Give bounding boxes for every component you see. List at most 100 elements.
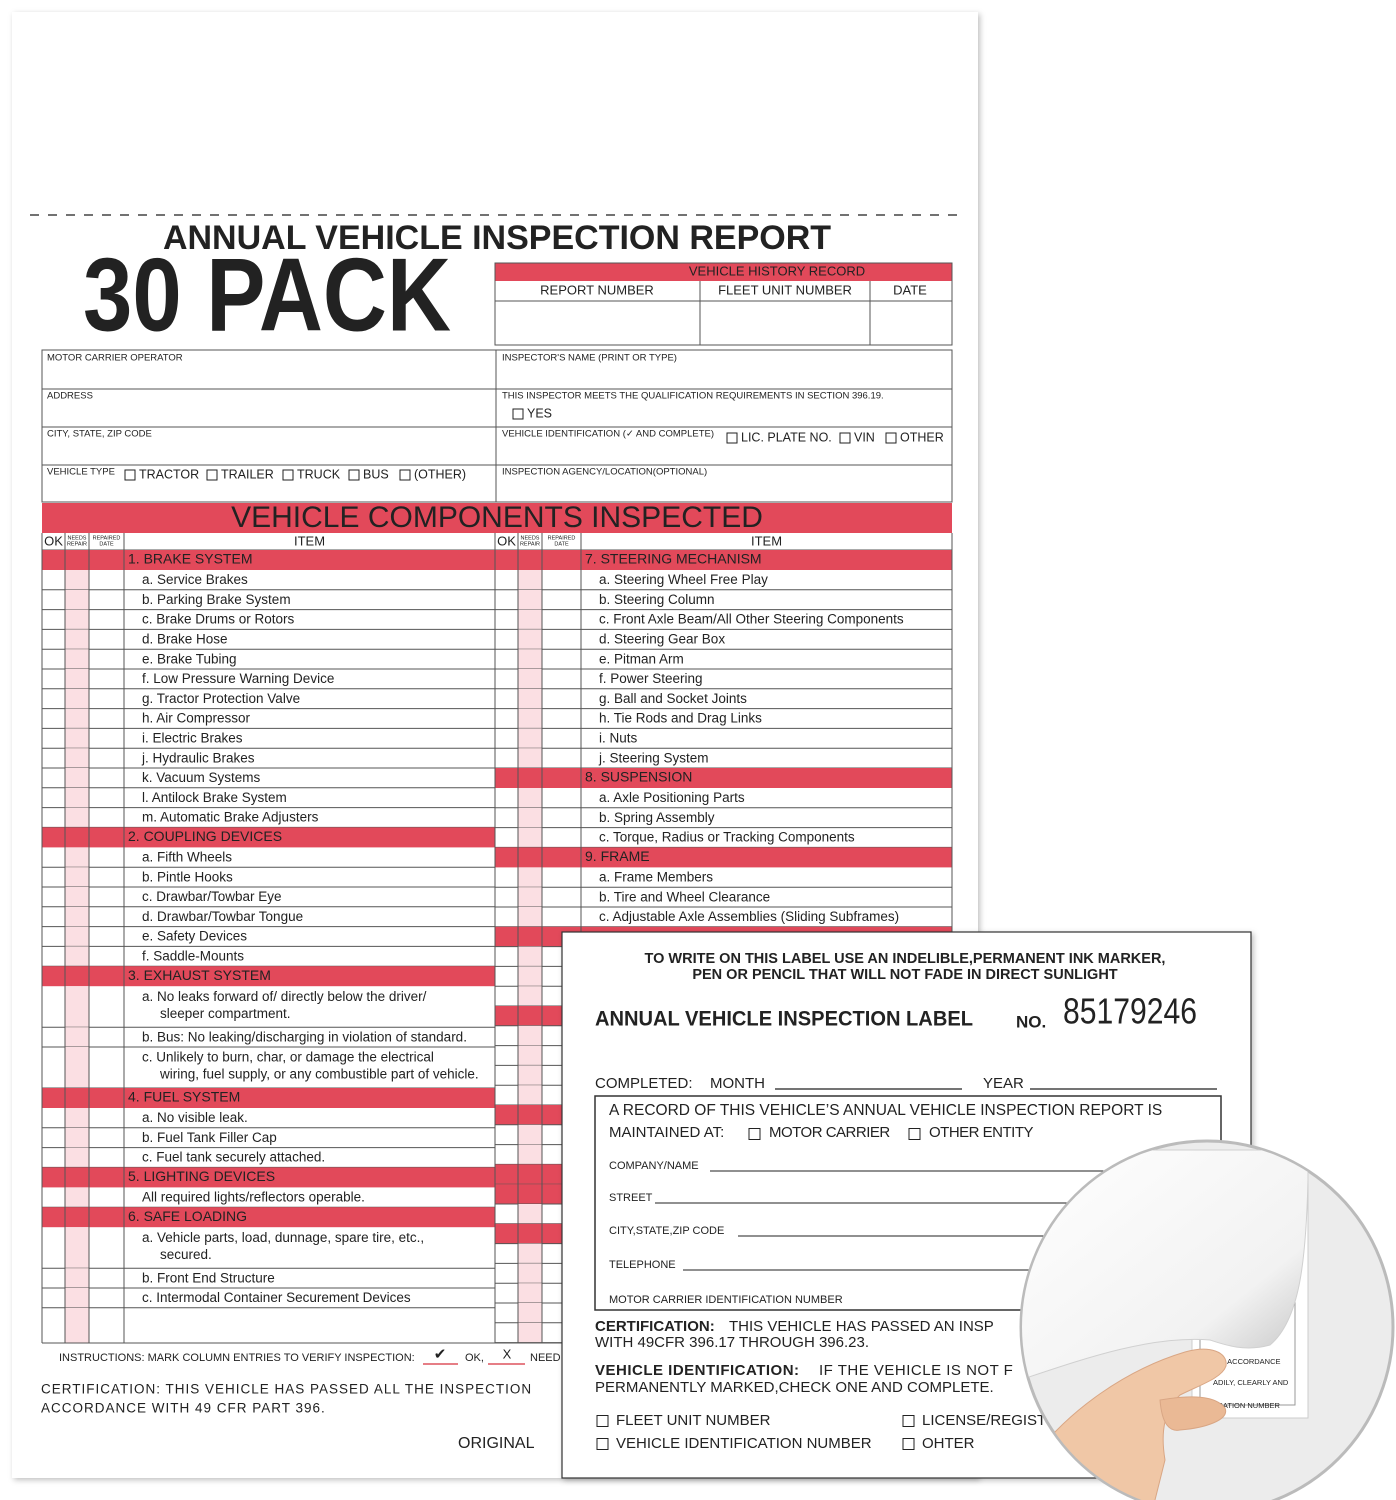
- repair-cell: [65, 906, 89, 927]
- id-text: PERMANENTLY MARKED,CHECK ONE AND COMPLET…: [595, 1379, 994, 1396]
- repair-cell: [65, 589, 89, 610]
- item-text: h. Air Compressor: [142, 711, 251, 726]
- report-title: ANNUAL VEHICLE INSPECTION REPORT: [163, 219, 831, 257]
- option-label: FLEET UNIT NUMBER: [616, 1412, 771, 1429]
- repair-cell: [518, 1124, 542, 1145]
- item-text: b. Tire and Wheel Clearance: [599, 889, 770, 904]
- item-text: c. Drawbar/Towbar Eye: [142, 889, 282, 904]
- item-text: secured.: [160, 1247, 212, 1262]
- checkbox: [902, 1438, 915, 1450]
- repair-cell: [65, 1187, 89, 1208]
- repair-cell: [65, 708, 89, 729]
- section-title: 4. FUEL SYSTEM: [128, 1089, 240, 1105]
- column-header: REPAIR: [67, 541, 87, 547]
- item-text: b. Bus: No leaking/discharging in violat…: [142, 1029, 467, 1044]
- column-header: ITEM: [751, 533, 782, 548]
- repair-cell: [65, 688, 89, 709]
- certification: CERTIFICATION: THIS VEHICLE HAS PASSED A…: [41, 1382, 532, 1397]
- info-label: INSPECTION AGENCY/LOCATION(OPTIONAL): [502, 467, 707, 478]
- peel-zoom: IN ACCORDANCE ADILY, CLEARLY AND GISTRATIO…: [1019, 1139, 1395, 1500]
- history-table: [494, 262, 953, 346]
- field-label: CITY,STATE,ZIP CODE: [609, 1225, 724, 1237]
- repair-cell: [518, 867, 542, 888]
- checkbox: [206, 469, 218, 481]
- certification: ACCORDANCE WITH 49 CFR PART 396.: [41, 1401, 326, 1416]
- item-text: a. Frame Members: [599, 869, 713, 884]
- item-text: All required lights/reflectors operable.: [142, 1189, 365, 1204]
- repair-cell: [65, 807, 89, 828]
- option-label: TRUCK: [297, 467, 341, 481]
- repair-cell: [65, 728, 89, 749]
- label-notice: PEN OR PENCIL THAT WILL NOT FADE IN DIRE…: [692, 967, 1117, 983]
- section-title: 7. STEERING MECHANISM: [585, 551, 762, 567]
- field-label: TELEPHONE: [609, 1259, 676, 1271]
- checkbox: [596, 1438, 609, 1450]
- info-label: INSPECTOR'S NAME (PRINT OR TYPE): [502, 353, 677, 364]
- item-text: d. Brake Hose: [142, 631, 228, 646]
- repair-cell: [518, 649, 542, 669]
- section-title: 6. SAFE LOADING: [128, 1208, 247, 1224]
- column-header: REPAIR: [520, 541, 540, 547]
- option-label: YES: [527, 406, 552, 420]
- item-text: k. Vacuum Systems: [142, 770, 261, 785]
- section-bar: [42, 827, 495, 848]
- item-text: b. Parking Brake System: [142, 592, 291, 607]
- need-mark: X: [503, 1346, 512, 1361]
- cert-text: WITH 49CFR 396.17 THROUGH 396.23.: [595, 1334, 869, 1351]
- checkbox: [124, 469, 136, 481]
- item-text: i. Electric Brakes: [142, 730, 243, 745]
- column-header: NEEDS: [68, 535, 87, 541]
- ok-text: OK,: [465, 1352, 484, 1364]
- peeled-sheet: [1022, 1149, 1309, 1381]
- item-text: e. Brake Tubing: [142, 651, 237, 666]
- info-label: MOTOR CARRIER OPERATOR: [47, 353, 183, 364]
- cert-heading: CERTIFICATION:: [595, 1318, 715, 1335]
- repair-cell: [65, 887, 89, 907]
- item-text: c. Unlikely to burn, char, or damage the…: [142, 1050, 434, 1065]
- repair-cell: [65, 609, 89, 630]
- column-header: NEEDS: [521, 535, 540, 541]
- year: YEAR: [983, 1075, 1024, 1092]
- history-column: FLEET UNIT NUMBER: [718, 282, 852, 297]
- month: MONTH: [710, 1075, 765, 1092]
- checkbox: [748, 1128, 761, 1140]
- field-label: COMPANY/NAME: [609, 1160, 699, 1172]
- item-text: a. Service Brakes: [142, 572, 248, 587]
- section-bar: [42, 1207, 495, 1228]
- repair-cell: [518, 788, 542, 808]
- item-text: e. Pitman Arm: [599, 651, 684, 666]
- label-title: ANNUAL VEHICLE INSPECTION LABEL: [595, 1008, 973, 1031]
- history-band: [495, 263, 952, 281]
- section-bar: [495, 768, 952, 788]
- repair-cell: [518, 748, 542, 768]
- column-header: REPAIRED: [548, 535, 576, 541]
- section-title: 9. FRAME: [585, 848, 650, 864]
- repair-cell: [518, 827, 542, 848]
- item-text: wiring, fuel supply, or any combustible …: [159, 1067, 479, 1082]
- checkbox: [399, 469, 411, 481]
- repair-cell: [65, 570, 89, 590]
- item-text: h. Tie Rods and Drag Links: [599, 711, 762, 726]
- checkbox: [839, 432, 851, 444]
- id-heading: VEHICLE IDENTIFICATION:: [595, 1362, 800, 1379]
- repair-cell: [65, 1127, 89, 1148]
- section-title: 8. SUSPENSION: [585, 769, 692, 785]
- repair-cell: [65, 986, 89, 1028]
- repair-cell: [518, 609, 542, 630]
- need-text: NEED: [530, 1352, 561, 1364]
- section-bar: [42, 1088, 495, 1108]
- section-title: 2. COUPLING DEVICES: [128, 828, 282, 844]
- option-label: BUS: [363, 467, 389, 481]
- ok-mark: ✔: [434, 1346, 447, 1363]
- item-text: c. Brake Drums or Rotors: [142, 612, 295, 627]
- item-text: a. Axle Positioning Parts: [599, 790, 745, 805]
- item-text: c. Front Axle Beam/All Other Steering Co…: [599, 612, 904, 627]
- repair-cell: [518, 708, 542, 729]
- peel-text: ADILY, CLEARLY AND: [1213, 1378, 1289, 1387]
- section-bar: [42, 550, 495, 570]
- item-text: f. Low Pressure Warning Device: [142, 671, 334, 686]
- item-text: e. Safety Devices: [142, 929, 247, 944]
- history-column: REPORT NUMBER: [540, 282, 654, 297]
- repair-cell: [518, 1283, 542, 1303]
